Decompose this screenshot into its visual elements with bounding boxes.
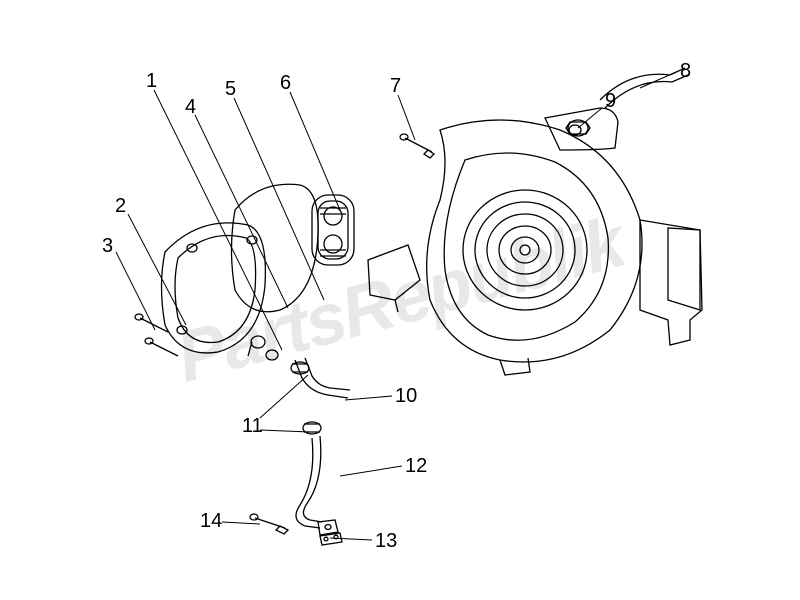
callout-11: 11 (242, 415, 263, 438)
parts-diagram: PartsRepublik (0, 0, 800, 600)
callout-4: 4 (185, 96, 196, 119)
callout-3: 3 (102, 235, 113, 258)
callout-8: 8 (680, 60, 691, 83)
callout-2: 2 (115, 195, 126, 218)
callout-5: 5 (225, 78, 236, 101)
callout-6: 6 (280, 72, 291, 95)
callout-10: 10 (395, 385, 417, 408)
callout-9: 9 (605, 90, 616, 113)
callout-13: 13 (375, 530, 397, 553)
callout-1: 1 (146, 70, 157, 93)
callout-12: 12 (405, 455, 427, 478)
callout-14: 14 (200, 510, 222, 533)
callout-7: 7 (390, 75, 401, 98)
